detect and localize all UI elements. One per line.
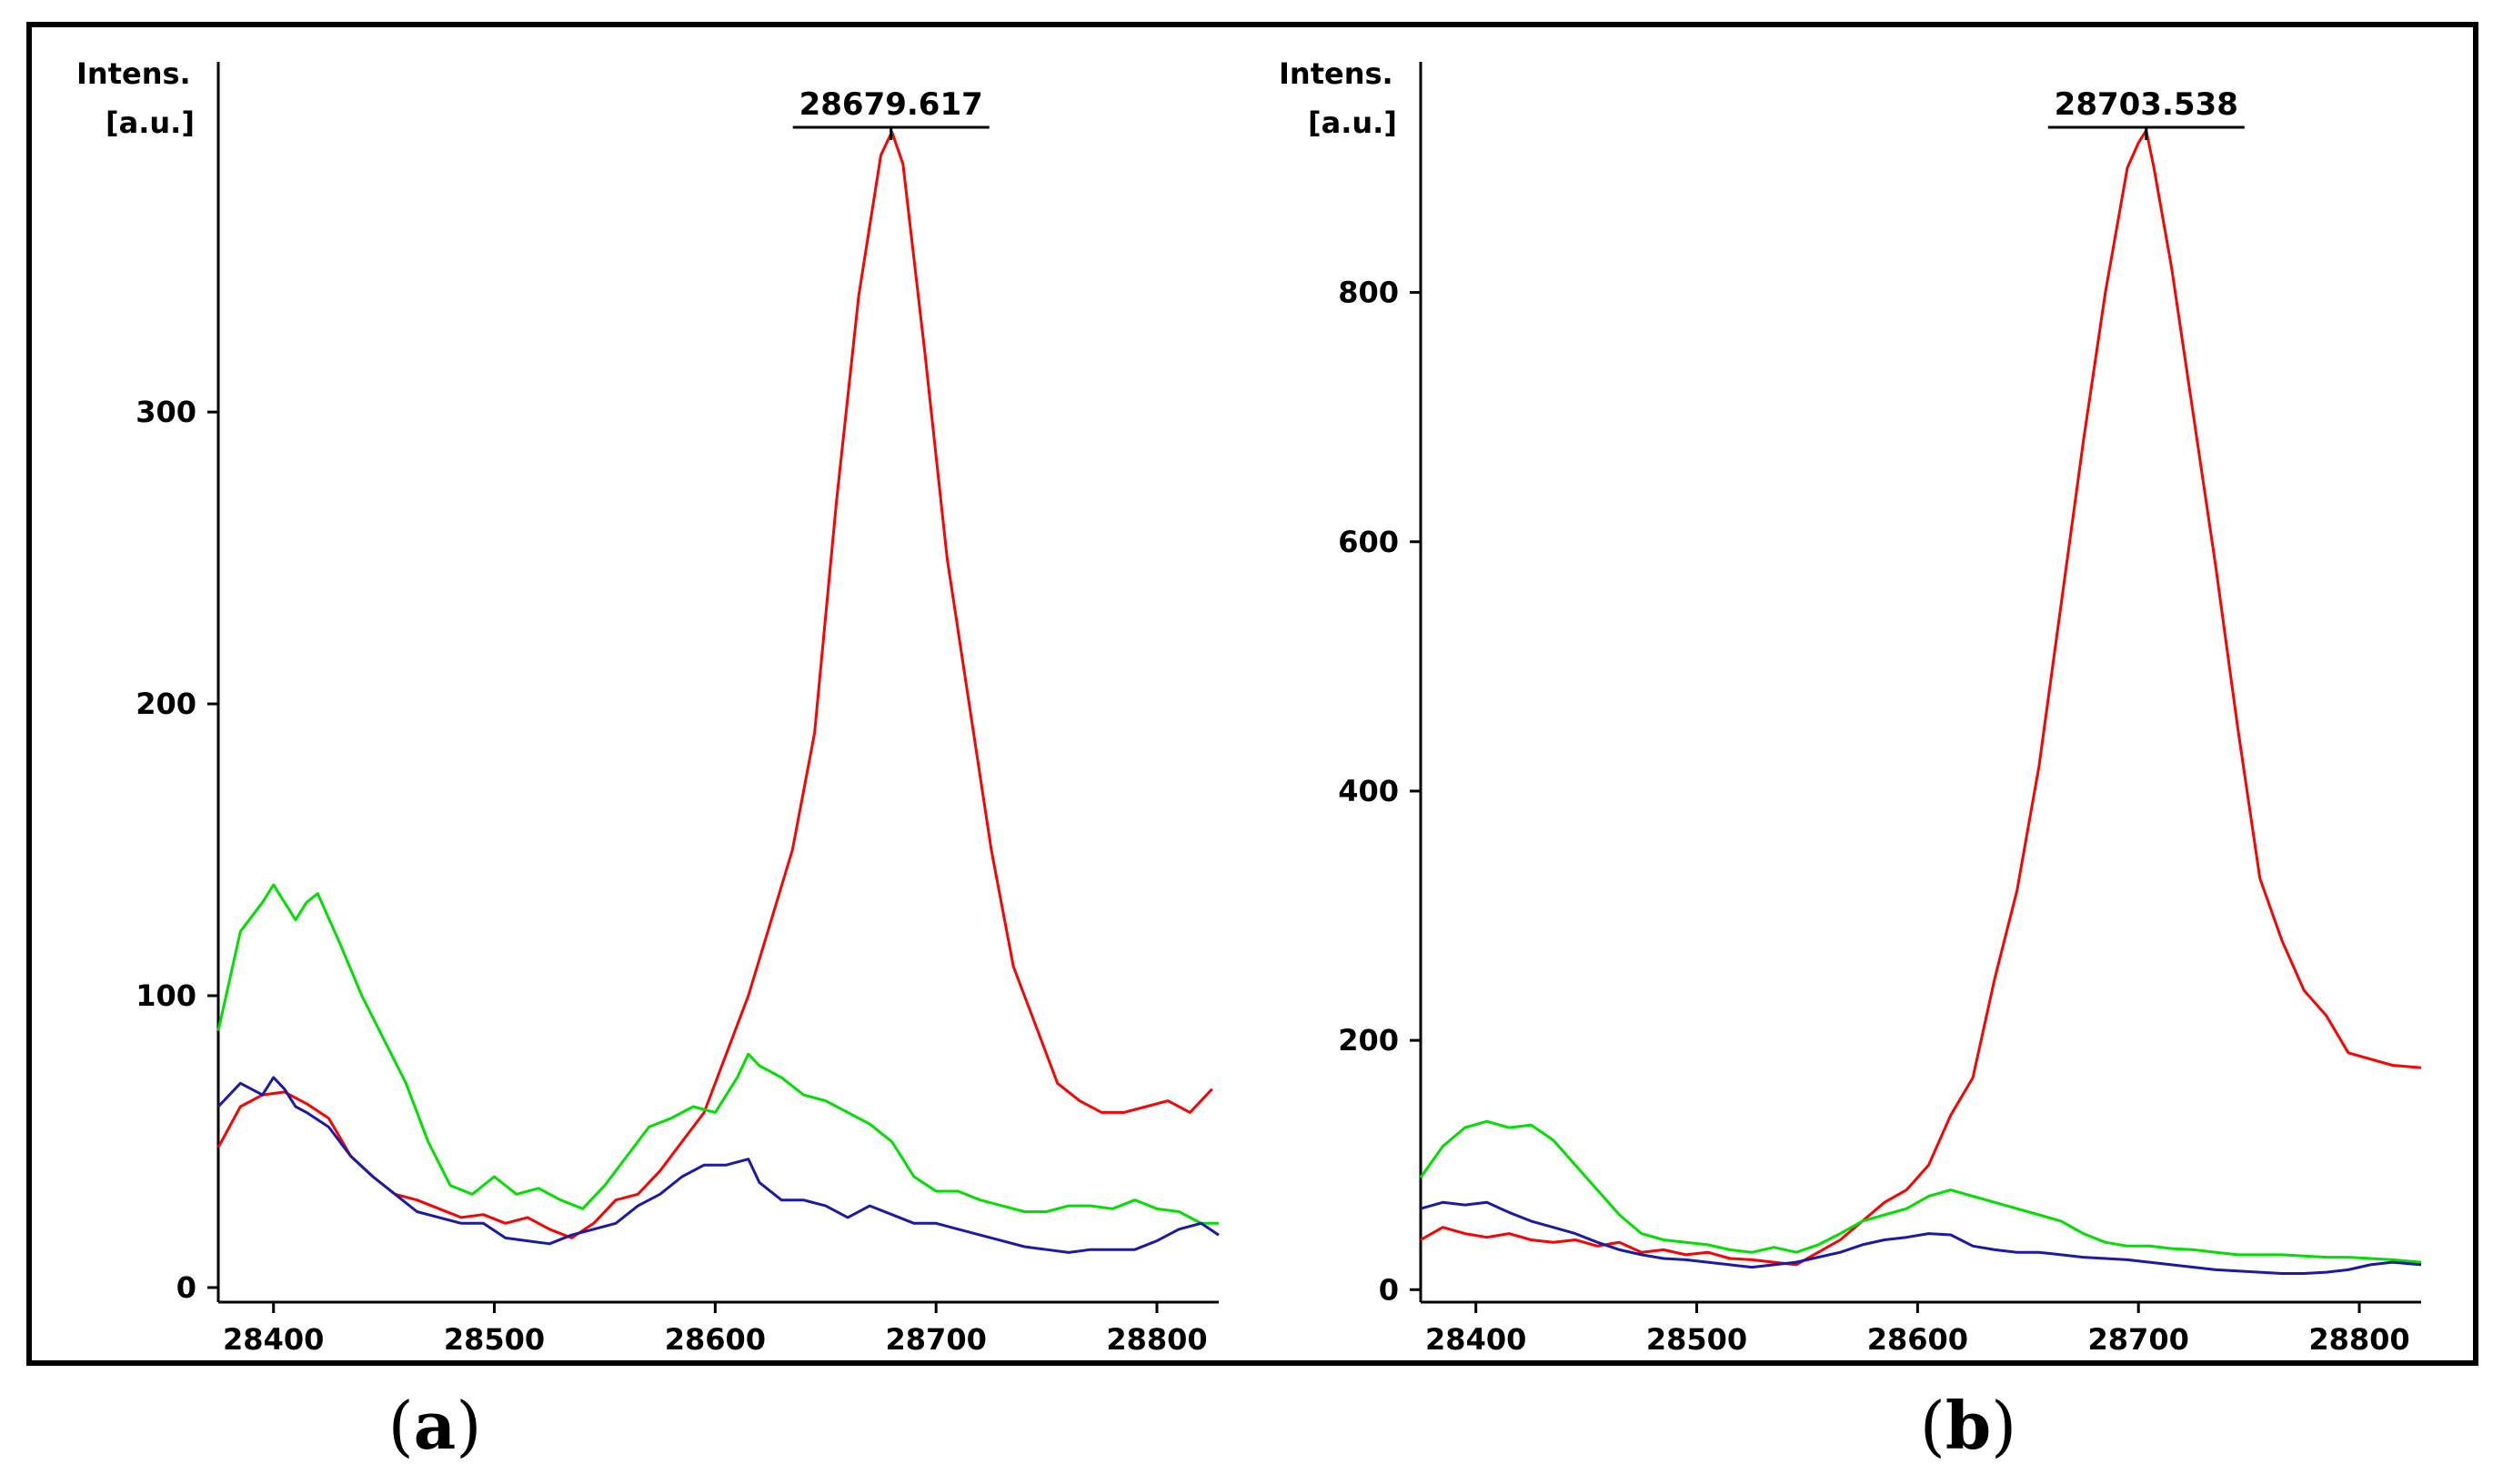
y-tick-label: 300 xyxy=(136,395,196,429)
y-tick-label: 200 xyxy=(136,687,196,721)
x-tick-label: 28700 xyxy=(886,1322,987,1357)
series-line-green xyxy=(1419,1119,2422,1264)
peak-annotation: 28703.538 xyxy=(2047,86,2245,140)
y-tick-label: 200 xyxy=(1338,1023,1399,1058)
figure-frame xyxy=(26,22,2478,1366)
y-axis-label-line1: Intens. xyxy=(76,56,191,91)
series-line-blue xyxy=(1420,1200,2422,1275)
y-tick-label: 400 xyxy=(1338,774,1399,808)
series-lines xyxy=(1419,128,2422,1275)
panel-letter-a: a xyxy=(414,1387,457,1464)
x-tick-label: 28600 xyxy=(665,1322,766,1357)
y-axis-ticks: 0 200 400 600 800 xyxy=(1338,276,1421,1307)
x-tick-label: 28700 xyxy=(2088,1322,2189,1357)
y-tick-label: 0 xyxy=(176,1270,196,1305)
peak-annotation: 28679.617 xyxy=(792,86,990,140)
x-tick-label: 28800 xyxy=(2308,1322,2409,1357)
x-tick-label: 28800 xyxy=(1106,1322,1207,1357)
y-tick-label: 800 xyxy=(1338,276,1399,310)
x-tick-label: 28400 xyxy=(223,1322,324,1357)
y-axis-ticks: 0 100 200 300 xyxy=(136,395,218,1305)
panel-letter-b: b xyxy=(1945,1387,1991,1464)
peak-label: 28703.538 xyxy=(2055,86,2238,123)
x-axis-ticks: 28400 28500 28600 28700 28800 xyxy=(223,1302,1208,1357)
x-tick-label: 28400 xyxy=(1425,1322,1526,1357)
series-line-green xyxy=(216,883,1219,1225)
y-axis-label-line2: [a.u.] xyxy=(1308,105,1397,140)
chart-panel-a: Intens. [a.u.] 0 100 200 300 28400 28500 2860… xyxy=(76,56,1220,1464)
x-tick-label: 28500 xyxy=(444,1322,545,1357)
panel-label-a: (a) xyxy=(388,1387,482,1464)
peak-label: 28679.617 xyxy=(799,86,983,123)
y-tick-label: 0 xyxy=(1379,1272,1399,1307)
y-axis-label-line2: [a.u.] xyxy=(106,105,195,140)
y-axis-label-line1: Intens. xyxy=(1279,56,1393,91)
panel-label-b: (b) xyxy=(1920,1387,2017,1464)
series-line-red xyxy=(1420,128,2422,1267)
y-tick-label: 100 xyxy=(136,978,196,1013)
series-lines xyxy=(216,130,1220,1254)
x-axis-ticks: 28400 28500 28600 28700 28800 xyxy=(1425,1302,2410,1357)
x-tick-label: 28500 xyxy=(1646,1322,1747,1357)
series-line-blue xyxy=(216,1076,1220,1254)
y-tick-label: 600 xyxy=(1338,525,1399,559)
x-tick-label: 28600 xyxy=(1867,1322,1968,1357)
